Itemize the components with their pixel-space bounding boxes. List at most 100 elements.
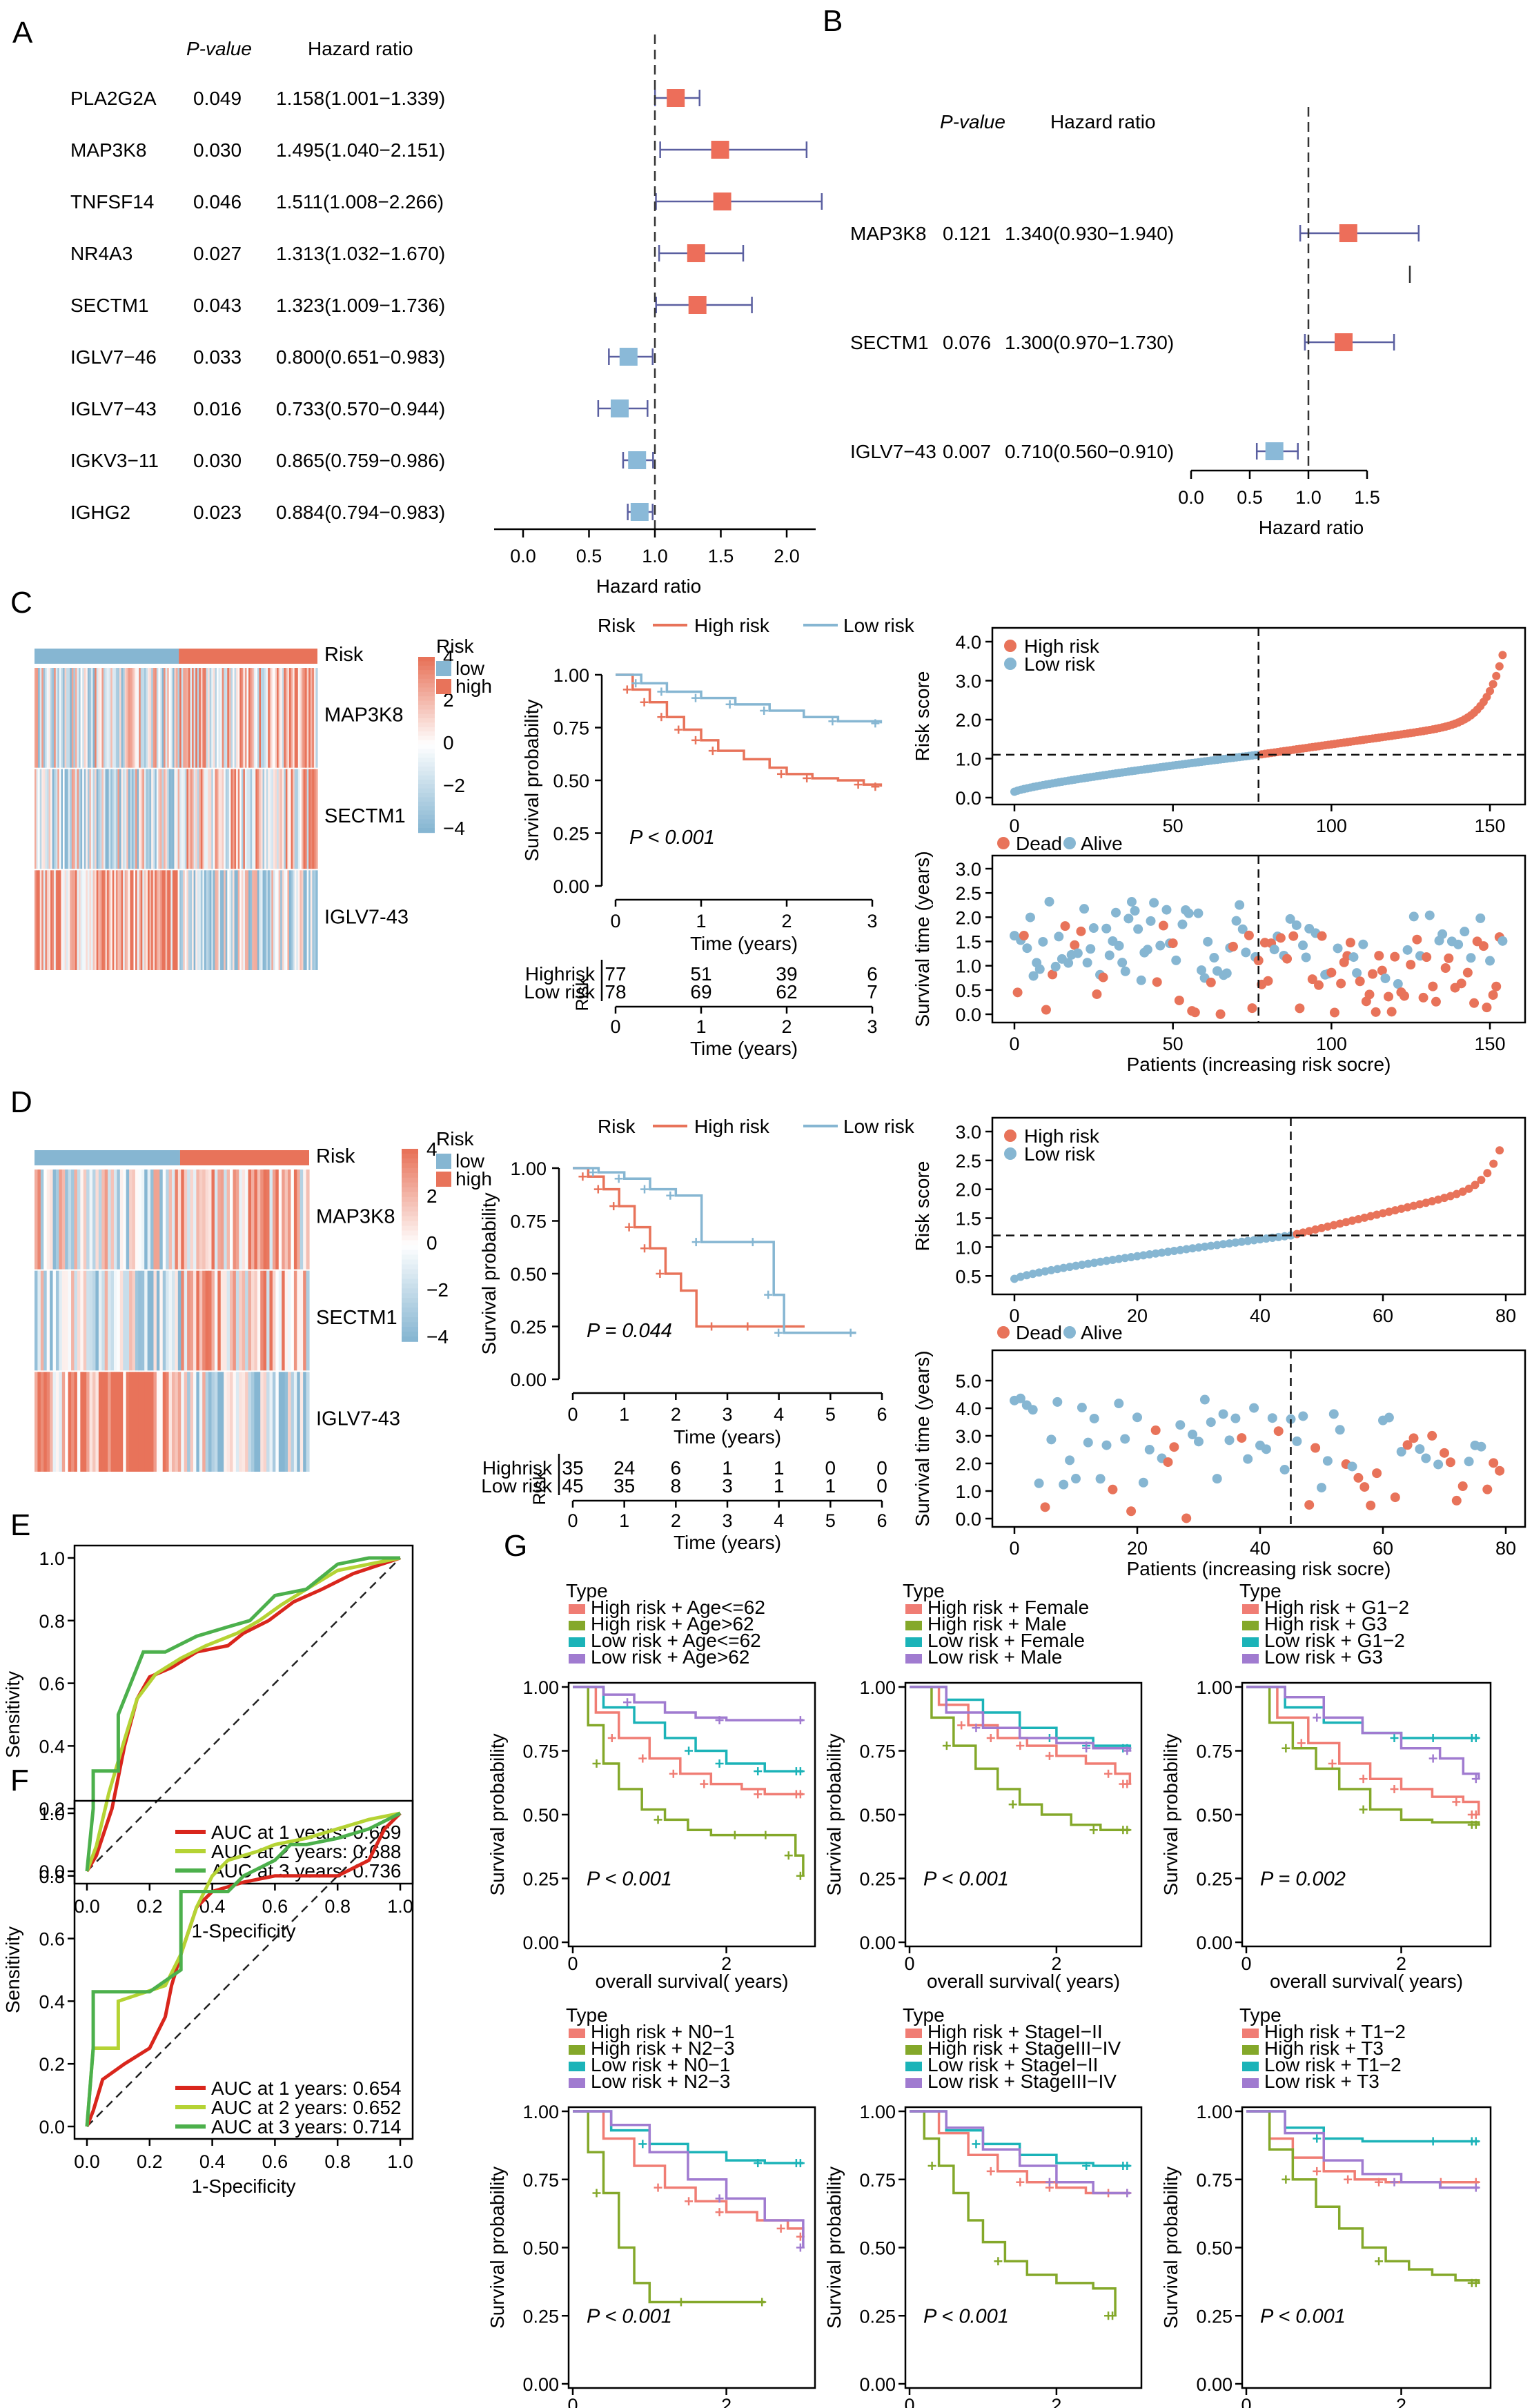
heatmap-cell: [255, 870, 258, 970]
x-tick-label: 0: [1241, 2395, 1251, 2408]
heatmap-cell: [82, 668, 85, 768]
heatmap-cell: [184, 870, 187, 970]
y-tick-label: 0.50: [859, 1805, 896, 1826]
risk-score-point: [1133, 1252, 1141, 1261]
heatmap-cell: [95, 870, 97, 970]
dead-point: [1469, 998, 1480, 1008]
heatmap-cell: [172, 870, 175, 970]
heatmap-cell: [150, 1270, 155, 1371]
heatmap-cell: [99, 769, 102, 869]
heatmap-cell: [255, 668, 258, 768]
x-tick-label: 100: [1316, 816, 1347, 836]
alive-point: [1177, 919, 1188, 929]
alive-point: [1015, 1393, 1025, 1403]
dead-point: [1244, 930, 1254, 940]
x-tick-label: 150: [1475, 816, 1506, 836]
heatmap-cell: [253, 769, 256, 869]
heatmap-cell: [226, 1372, 230, 1472]
color-scale-step: [402, 1187, 418, 1193]
alive-point: [1453, 939, 1464, 949]
heatmap-cell: [255, 769, 258, 869]
y-axis-label: Survival probability: [487, 2167, 508, 2329]
y-tick-label: 0.50: [553, 771, 589, 791]
y-tick-label: 1.0: [39, 1804, 65, 1824]
heatmap-cell: [176, 668, 179, 768]
x-tick-label: 0: [610, 1016, 620, 1037]
heatmap-cell: [209, 870, 212, 970]
x-tick-label: 0.5: [1237, 487, 1263, 508]
color-scale-step: [418, 665, 435, 671]
heatmap-cell: [91, 769, 94, 869]
heatmap-cell: [142, 870, 145, 970]
alive-point: [1292, 1436, 1302, 1446]
alive-point: [1114, 940, 1124, 951]
color-scale-label: −2: [443, 775, 465, 796]
heatmap-cell: [156, 769, 159, 869]
risk-score-point: [1077, 1261, 1086, 1270]
alive-point: [1114, 1399, 1124, 1409]
heatmap-cell: [55, 769, 58, 869]
heatmap-cell: [297, 1170, 301, 1270]
color-scale-label: 2: [443, 689, 454, 711]
risk-score-point: [1047, 1265, 1056, 1274]
heatmap-cell: [70, 870, 72, 970]
legend-high-label: High risk: [694, 1116, 770, 1137]
hr-point: [628, 451, 647, 469]
legend-swatch: [905, 1637, 922, 1647]
heatmap-cell: [126, 1372, 130, 1472]
heatmap-cell: [80, 668, 83, 768]
color-scale-step: [418, 823, 435, 829]
heatmap-cell: [99, 668, 102, 768]
y-axis-label: Risk score: [912, 1161, 933, 1252]
heatmap-cell: [205, 1270, 209, 1371]
heatmap-cell: [95, 769, 97, 869]
heatmap-cell: [285, 870, 288, 970]
heatmap-cell: [73, 769, 76, 869]
heatmap-cell: [35, 870, 37, 970]
heatmap-cell: [264, 870, 267, 970]
pvalue-value: 0.033: [193, 346, 242, 368]
heatmap-cell: [243, 668, 246, 768]
x-tick-label: 1: [619, 1404, 629, 1425]
heatmap-cell: [248, 870, 251, 970]
heatmap-cell: [266, 1170, 271, 1270]
x-tick-label: 0: [567, 2395, 578, 2408]
y-tick-label: 3.0: [955, 1426, 981, 1447]
heatmap-cell: [61, 1170, 66, 1270]
alive-point: [1086, 944, 1096, 954]
dead-point: [1336, 978, 1346, 989]
x-tick-label: 0.0: [74, 2151, 100, 2172]
heatmap-cell: [115, 769, 119, 869]
heatmap-cell: [186, 870, 189, 970]
x-axis-label: 1-Specificity: [192, 2175, 296, 2197]
alive-point: [1136, 975, 1146, 985]
heatmap-cell: [135, 769, 138, 869]
heatmap-cell: [310, 769, 313, 869]
heatmap-cell: [301, 769, 304, 869]
color-scale-step: [402, 1240, 418, 1246]
heatmap-cell: [166, 1270, 170, 1371]
y-tick-label: 0.2: [39, 1799, 65, 1819]
risk-score-point: [1114, 1254, 1123, 1263]
y-tick-label: 0.0: [955, 1005, 981, 1025]
heatmap-cell: [242, 1170, 246, 1270]
heatmap-cell: [101, 769, 104, 869]
legend-dot-alive: [1063, 1326, 1076, 1339]
x-tick-label: 0: [610, 911, 620, 931]
heatmap-cell: [233, 870, 235, 970]
heatmap-cell: [110, 1170, 115, 1270]
heatmap-cell: [96, 870, 99, 970]
color-scale-step: [402, 1293, 418, 1299]
hr-value: 0.800(0.651−0.983): [276, 346, 445, 368]
gene-label: IGKV3−11: [70, 450, 159, 471]
y-tick-label: 1.0: [955, 1481, 981, 1502]
km-curve-high: [573, 1167, 805, 1328]
legend-label: Low risk + G3: [1264, 1646, 1383, 1668]
heatmap-cell: [293, 870, 295, 970]
legend-swatch: [1242, 2029, 1259, 2038]
heatmap-cell: [216, 870, 219, 970]
x-tick-label: 4: [774, 1404, 784, 1425]
heatmap-cell: [80, 870, 83, 970]
heatmap-cell: [224, 1270, 228, 1371]
